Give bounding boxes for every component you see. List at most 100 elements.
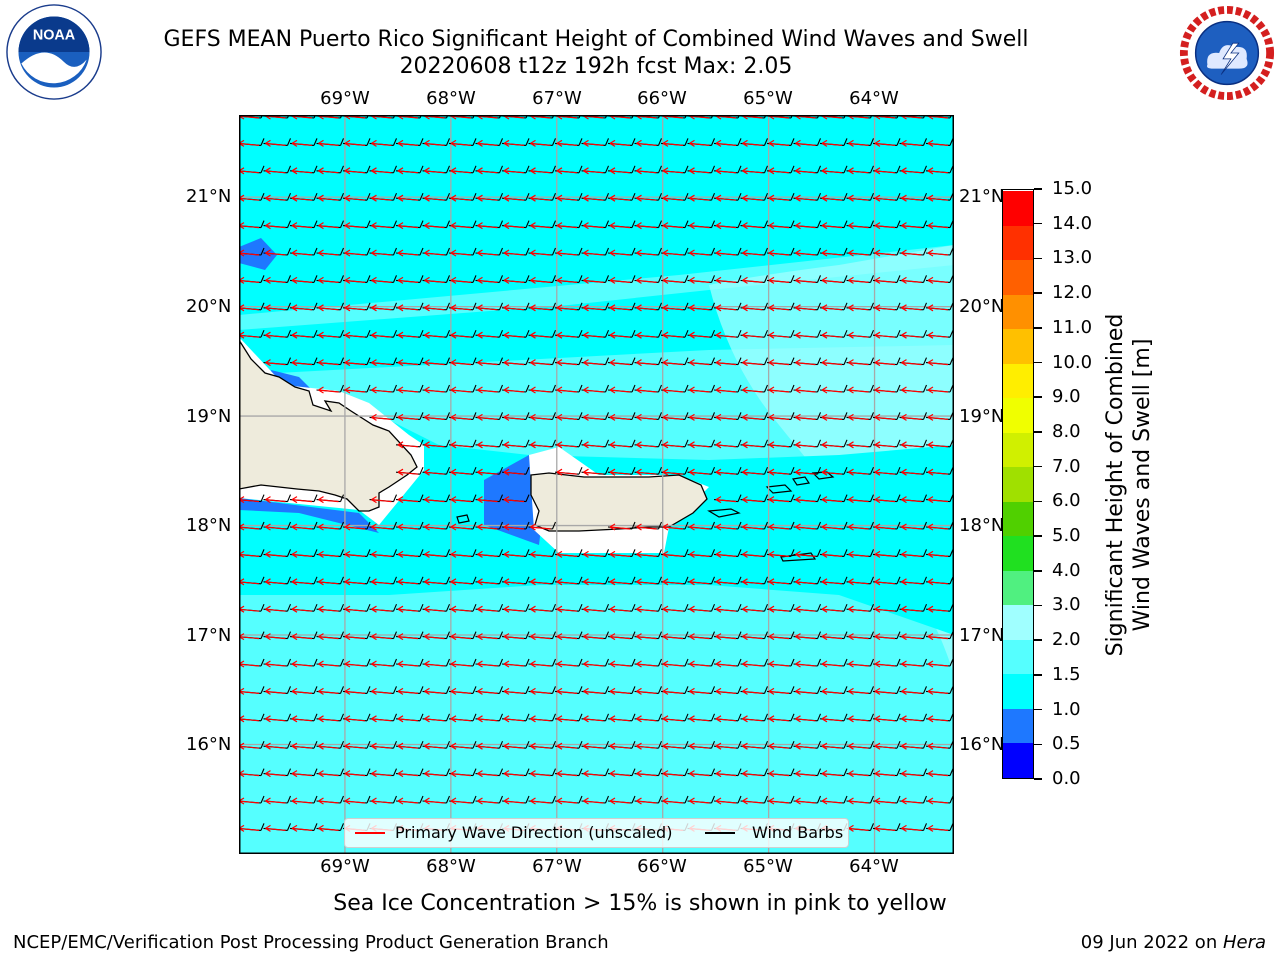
wave-direction-arrow — [901, 742, 922, 750]
wave-direction-arrow — [291, 550, 313, 558]
wave-direction-arrow — [397, 770, 419, 778]
wave-direction-arrow — [397, 468, 419, 476]
wave-direction-arrow — [662, 715, 684, 723]
colorbar-tick — [1034, 361, 1042, 364]
wave-direction-arrow — [821, 633, 843, 641]
wave-direction-arrow — [795, 359, 816, 367]
wave-direction-arrow — [291, 633, 313, 641]
colorbar-tick-label: 4.0 — [1052, 559, 1081, 581]
wave-direction-arrow — [424, 468, 445, 476]
wave-direction-arrow — [450, 687, 472, 695]
wave-direction-arrow — [795, 742, 816, 750]
wave-direction-arrow — [265, 249, 286, 257]
wave-direction-arrow — [477, 249, 498, 257]
wave-direction-arrow — [927, 167, 949, 175]
wave-direction-arrow — [344, 194, 366, 202]
wave-direction-arrow — [874, 167, 896, 175]
wave-direction-arrow — [662, 523, 684, 531]
wave-direction-arrow — [265, 824, 286, 832]
wave-direction-arrow — [821, 660, 843, 668]
wave-direction-arrow — [424, 742, 445, 750]
wave-direction-arrow — [848, 715, 869, 723]
wave-direction-arrow — [371, 276, 392, 284]
wave-direction-arrow — [530, 331, 551, 339]
wave-direction-arrow — [927, 633, 949, 641]
wave-direction-arrow — [424, 304, 445, 312]
wave-direction-arrow — [636, 660, 657, 668]
wave-direction-arrow — [901, 139, 922, 147]
wave-direction-arrow — [662, 633, 684, 641]
wave-direction-arrow — [318, 331, 339, 339]
wave-direction-arrow — [901, 167, 922, 175]
colorbar-tick — [1034, 222, 1042, 225]
wave-direction-arrow — [662, 167, 684, 175]
wave-direction-arrow — [874, 304, 896, 312]
wave-direction-arrow — [901, 304, 922, 312]
wave-direction-arrow — [927, 331, 949, 339]
colorbar-tick — [1034, 674, 1042, 676]
wave-direction-arrow — [874, 331, 896, 339]
noaa-logo: NOAA — [6, 4, 102, 100]
wave-direction-arrow — [768, 605, 790, 613]
wave-direction-arrow — [583, 633, 604, 641]
wave-direction-arrow — [556, 742, 578, 750]
wave-direction-arrow — [397, 222, 419, 230]
lon-label-bottom: 68°W — [426, 856, 476, 877]
wave-direction-arrow — [662, 770, 684, 778]
wave-direction-arrow — [768, 523, 790, 531]
wave-direction-arrow — [265, 550, 286, 558]
wave-direction-arrow — [848, 139, 869, 147]
wave-direction-arrow — [556, 304, 578, 312]
wave-direction-arrow — [530, 770, 551, 778]
wave-direction-arrow — [742, 249, 763, 257]
wave-direction-arrow — [795, 413, 816, 421]
wave-direction-arrow — [530, 413, 551, 421]
lon-label-top: 69°W — [320, 88, 370, 109]
wave-direction-arrow — [477, 276, 498, 284]
wave-direction-arrow — [424, 715, 445, 723]
wave-direction-arrow — [424, 441, 445, 449]
wave-direction-arrow — [450, 496, 472, 504]
wave-direction-arrow — [848, 249, 869, 257]
wave-direction-arrow — [742, 139, 763, 147]
colorbar-segment — [1003, 639, 1033, 675]
wave-direction-arrow — [689, 386, 710, 394]
wave-direction-arrow — [291, 770, 313, 778]
wave-direction-arrow — [927, 386, 949, 394]
wave-direction-arrow — [848, 605, 869, 613]
wave-direction-arrow — [874, 222, 896, 230]
wave-direction-arrow — [450, 139, 472, 147]
wave-direction-arrow — [821, 167, 843, 175]
wave-direction-arrow — [689, 194, 710, 202]
wave-direction-arrow — [556, 660, 578, 668]
wave-direction-arrow — [371, 550, 392, 558]
wave-direction-arrow — [848, 633, 869, 641]
wave-direction-arrow — [795, 386, 816, 394]
wave-direction-arrow — [927, 660, 949, 668]
wave-direction-arrow — [742, 578, 763, 586]
wave-direction-arrow — [291, 194, 313, 202]
wave-direction-arrow — [583, 550, 604, 558]
wave-direction-arrow — [609, 304, 631, 312]
wave-direction-arrow — [636, 413, 657, 421]
wave-direction-arrow — [742, 605, 763, 613]
wave-direction-arrow — [768, 359, 790, 367]
lon-label-bottom: 66°W — [637, 856, 687, 877]
wave-direction-arrow — [371, 194, 392, 202]
wave-direction-arrow — [556, 276, 578, 284]
wave-direction-arrow — [768, 715, 790, 723]
wave-direction-arrow — [556, 441, 578, 449]
colorbar-segment — [1003, 536, 1033, 571]
wave-direction-arrow — [503, 578, 525, 586]
wave-direction-arrow — [265, 304, 286, 312]
colorbar-segment — [1003, 708, 1033, 744]
wave-direction-arrow — [556, 331, 578, 339]
wave-direction-arrow — [821, 304, 843, 312]
wave-direction-arrow — [795, 633, 816, 641]
wave-direction-arrow — [689, 468, 710, 476]
wave-direction-arrow — [742, 276, 763, 284]
wave-direction-arrow — [689, 304, 710, 312]
wave-direction-arrow — [371, 770, 392, 778]
lat-label-left: 20°N — [186, 296, 232, 317]
wave-direction-arrow — [424, 249, 445, 257]
